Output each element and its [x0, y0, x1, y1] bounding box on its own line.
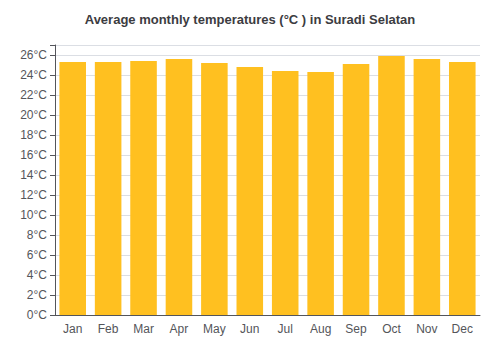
svg-text:18°C: 18°C — [20, 128, 47, 142]
svg-text:Oct: Oct — [382, 322, 401, 336]
svg-text:Jun: Jun — [240, 322, 259, 336]
svg-text:Feb: Feb — [98, 322, 119, 336]
svg-text:Jul: Jul — [278, 322, 293, 336]
svg-text:Dec: Dec — [452, 322, 473, 336]
svg-text:Apr: Apr — [170, 322, 189, 336]
svg-text:26°C: 26°C — [20, 48, 47, 62]
svg-text:10°C: 10°C — [20, 208, 47, 222]
svg-text:20°C: 20°C — [20, 108, 47, 122]
svg-text:24°C: 24°C — [20, 68, 47, 82]
svg-text:Sep: Sep — [345, 322, 367, 336]
svg-text:12°C: 12°C — [20, 188, 47, 202]
svg-text:Aug: Aug — [310, 322, 331, 336]
svg-text:22°C: 22°C — [20, 88, 47, 102]
svg-text:4°C: 4°C — [27, 268, 47, 282]
svg-text:14°C: 14°C — [20, 168, 47, 182]
svg-text:Jan: Jan — [63, 322, 82, 336]
svg-text:Average monthly temperatures (: Average monthly temperatures (°C ) in Su… — [85, 12, 416, 27]
svg-text:0°C: 0°C — [27, 308, 47, 322]
svg-text:6°C: 6°C — [27, 248, 47, 262]
svg-text:Mar: Mar — [133, 322, 154, 336]
svg-text:8°C: 8°C — [27, 228, 47, 242]
svg-text:Nov: Nov — [416, 322, 437, 336]
svg-text:16°C: 16°C — [20, 148, 47, 162]
svg-text:May: May — [203, 322, 226, 336]
svg-text:2°C: 2°C — [27, 288, 47, 302]
